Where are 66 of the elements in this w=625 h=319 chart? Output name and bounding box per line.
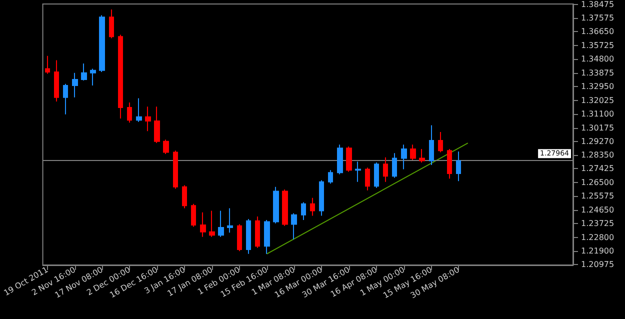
candlestick bbox=[410, 144, 416, 161]
candlestick bbox=[209, 210, 215, 238]
candlestick bbox=[328, 170, 333, 184]
y-tick-label: 1.31100 bbox=[581, 110, 614, 119]
y-tick-label: 1.24650 bbox=[581, 205, 614, 214]
candlestick bbox=[401, 144, 407, 170]
candlestick bbox=[191, 203, 196, 228]
y-tick-label: 1.33875 bbox=[581, 68, 614, 78]
y-tick-label: 1.27425 bbox=[581, 164, 614, 174]
y-tick-label: 1.20975 bbox=[581, 260, 614, 270]
candlestick bbox=[282, 188, 288, 226]
candlestick bbox=[81, 62, 87, 81]
candlestick bbox=[136, 98, 142, 122]
candlestick bbox=[301, 202, 306, 220]
y-tick-label: 1.25575 bbox=[581, 192, 614, 201]
y-tick-label: 1.29270 bbox=[581, 136, 614, 146]
candlestick bbox=[145, 106, 151, 132]
y-tick-label: 1.38475 bbox=[581, 0, 614, 9]
candlestick bbox=[429, 124, 434, 166]
y-tick-label: 1.34800 bbox=[581, 54, 614, 64]
candlestick bbox=[99, 14, 105, 72]
candlestick bbox=[355, 161, 361, 182]
candlestick bbox=[419, 148, 425, 164]
candlestick bbox=[72, 72, 78, 98]
y-tick-label: 1.32025 bbox=[581, 96, 614, 105]
candlestick bbox=[173, 150, 178, 190]
y-tick-label: 1.30175 bbox=[581, 123, 614, 132]
y-tick-label: 1.35725 bbox=[581, 40, 614, 50]
candlestick bbox=[163, 139, 169, 155]
candlestick bbox=[319, 180, 324, 216]
candlestick bbox=[63, 83, 68, 115]
candlestick bbox=[200, 212, 206, 238]
candlestick bbox=[255, 216, 260, 248]
y-tick-label: 1.28350 bbox=[581, 150, 614, 160]
candlestick bbox=[45, 55, 50, 74]
y-tick-label: 1.23725 bbox=[581, 219, 614, 228]
candlestick bbox=[227, 208, 233, 234]
candlestick bbox=[118, 34, 123, 120]
candlestick bbox=[337, 144, 343, 175]
candlestick bbox=[383, 156, 388, 182]
y-tick-label: 1.37575 bbox=[581, 13, 614, 22]
candlestick bbox=[127, 102, 132, 124]
candlestick bbox=[392, 152, 397, 178]
candlestick bbox=[264, 219, 270, 254]
candlestick bbox=[346, 146, 352, 172]
candlestick bbox=[246, 218, 251, 254]
candlestick bbox=[237, 224, 242, 252]
candlestick bbox=[154, 106, 160, 144]
candlestick bbox=[90, 68, 96, 86]
y-tick-label: 1.36650 bbox=[581, 27, 614, 36]
y-tick-label: 1.32950 bbox=[581, 82, 614, 92]
y-tick-label: 1.22800 bbox=[581, 232, 614, 242]
candlestick bbox=[182, 184, 187, 209]
candlestick bbox=[456, 151, 461, 182]
candlestick bbox=[438, 132, 443, 153]
candlestick bbox=[291, 212, 297, 240]
candlestick bbox=[447, 148, 452, 180]
y-tick-label: 1.21900 bbox=[581, 246, 614, 256]
candlestick bbox=[218, 210, 224, 238]
candlestick bbox=[109, 9, 114, 39]
candlestick bbox=[374, 162, 379, 188]
y-tick-label: 1.26500 bbox=[581, 178, 614, 187]
candlestick bbox=[365, 167, 370, 191]
candlestick bbox=[273, 186, 279, 224]
candlestick bbox=[54, 60, 59, 102]
candlestick bbox=[310, 197, 315, 216]
